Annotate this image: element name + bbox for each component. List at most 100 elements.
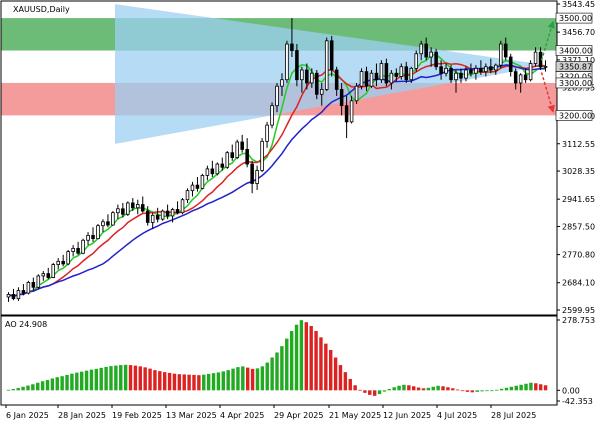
candle <box>295 44 299 87</box>
candle-body <box>464 69 468 79</box>
candle-body <box>399 66 404 77</box>
ao-bar <box>192 374 196 391</box>
candle-body <box>270 105 274 126</box>
candle <box>285 40 289 83</box>
candle-body <box>295 50 299 81</box>
ao-bar <box>397 385 401 391</box>
candle-body <box>315 72 319 95</box>
candle <box>484 63 488 77</box>
candle <box>290 18 294 58</box>
candle <box>270 102 274 129</box>
candle-layer <box>6 18 548 302</box>
candle-body <box>513 71 518 84</box>
ao-bar <box>45 379 50 391</box>
candle-body <box>91 234 95 240</box>
ao-bar <box>94 368 99 391</box>
price-tick-label: 2941.65 <box>562 195 595 204</box>
candle <box>324 37 329 92</box>
candle-body <box>101 221 105 227</box>
candle-body <box>329 40 334 71</box>
time-tick-label: 4 Apr 2025 <box>220 411 264 420</box>
ao-bar <box>211 373 216 391</box>
forecast-arrow-layer <box>540 20 555 113</box>
candle-body <box>374 72 379 81</box>
candle <box>315 69 319 100</box>
ao-bar <box>55 377 59 391</box>
candle-body <box>414 53 418 69</box>
candle <box>145 206 150 226</box>
price-tag-box <box>555 12 593 24</box>
candle <box>300 66 304 93</box>
candle-body <box>131 202 135 209</box>
ao-bar <box>504 387 509 391</box>
candle-body <box>449 67 453 81</box>
ao-bar <box>65 374 69 391</box>
candle-body <box>344 105 349 123</box>
candle <box>275 82 279 113</box>
candle-body <box>265 124 269 142</box>
candle-body <box>533 51 538 64</box>
candle-body <box>503 43 508 58</box>
price-tag-label: 3320.05 <box>559 72 592 81</box>
candle <box>220 157 225 171</box>
candle <box>424 37 428 61</box>
ao-bar <box>348 378 352 391</box>
ao-bar <box>153 370 157 391</box>
candle <box>305 63 309 90</box>
candle <box>384 58 389 87</box>
ao-bar <box>236 367 240 391</box>
ao-bar <box>197 375 201 391</box>
candle <box>245 138 249 168</box>
candle <box>175 201 180 215</box>
price-tag-box <box>555 110 593 121</box>
ao-bar <box>255 368 260 391</box>
ao-bar <box>372 390 377 396</box>
candle <box>51 262 56 279</box>
indicator-tick-label: 0.00 <box>562 386 580 395</box>
candle-body <box>71 247 75 253</box>
ao-bar <box>534 383 538 391</box>
candle <box>479 60 483 75</box>
candle <box>26 280 31 295</box>
candle-body <box>300 69 304 81</box>
candle <box>131 198 135 212</box>
candle <box>11 288 16 301</box>
candle <box>513 68 518 90</box>
candle-body <box>51 264 56 278</box>
candle-body <box>339 89 344 107</box>
ao-bar <box>206 373 211 391</box>
indicator-title: AO 24.908 <box>5 320 47 329</box>
candle <box>528 60 533 82</box>
price-tag: 3500.00 <box>555 12 593 24</box>
ao-bar <box>319 337 323 391</box>
candle-body <box>508 56 513 73</box>
candle-body <box>494 64 498 71</box>
ao-bar <box>421 388 426 391</box>
moving-average-line <box>8 62 546 298</box>
price-tag: 3350.87 <box>555 61 593 72</box>
candle-body <box>389 72 394 84</box>
time-tick-label: 28 Jul 2025 <box>491 411 536 420</box>
ao-bar <box>412 386 416 391</box>
candle <box>374 63 379 87</box>
candle-body <box>240 141 244 150</box>
candle-body <box>528 63 533 81</box>
price-tick-label: 2599.95 <box>562 306 595 315</box>
indicator-tick-label: 278.753 <box>562 316 595 325</box>
ao-bar <box>167 372 172 391</box>
ao-bar <box>158 371 162 391</box>
candle <box>56 258 60 270</box>
ao-bar <box>543 385 548 391</box>
candle-body <box>81 239 85 254</box>
candle-body <box>484 66 488 73</box>
price-tag-box <box>555 77 593 89</box>
forecast-arrow-up <box>540 20 555 61</box>
ao-bar <box>441 386 445 391</box>
candle-body <box>31 282 36 288</box>
candle-body <box>469 69 473 74</box>
candle <box>419 40 423 61</box>
time-tick-label: 21 May 2025 <box>329 411 381 420</box>
price-panel: XAUUSD,Daily <box>0 0 558 316</box>
ao-bar-layer <box>6 320 548 396</box>
